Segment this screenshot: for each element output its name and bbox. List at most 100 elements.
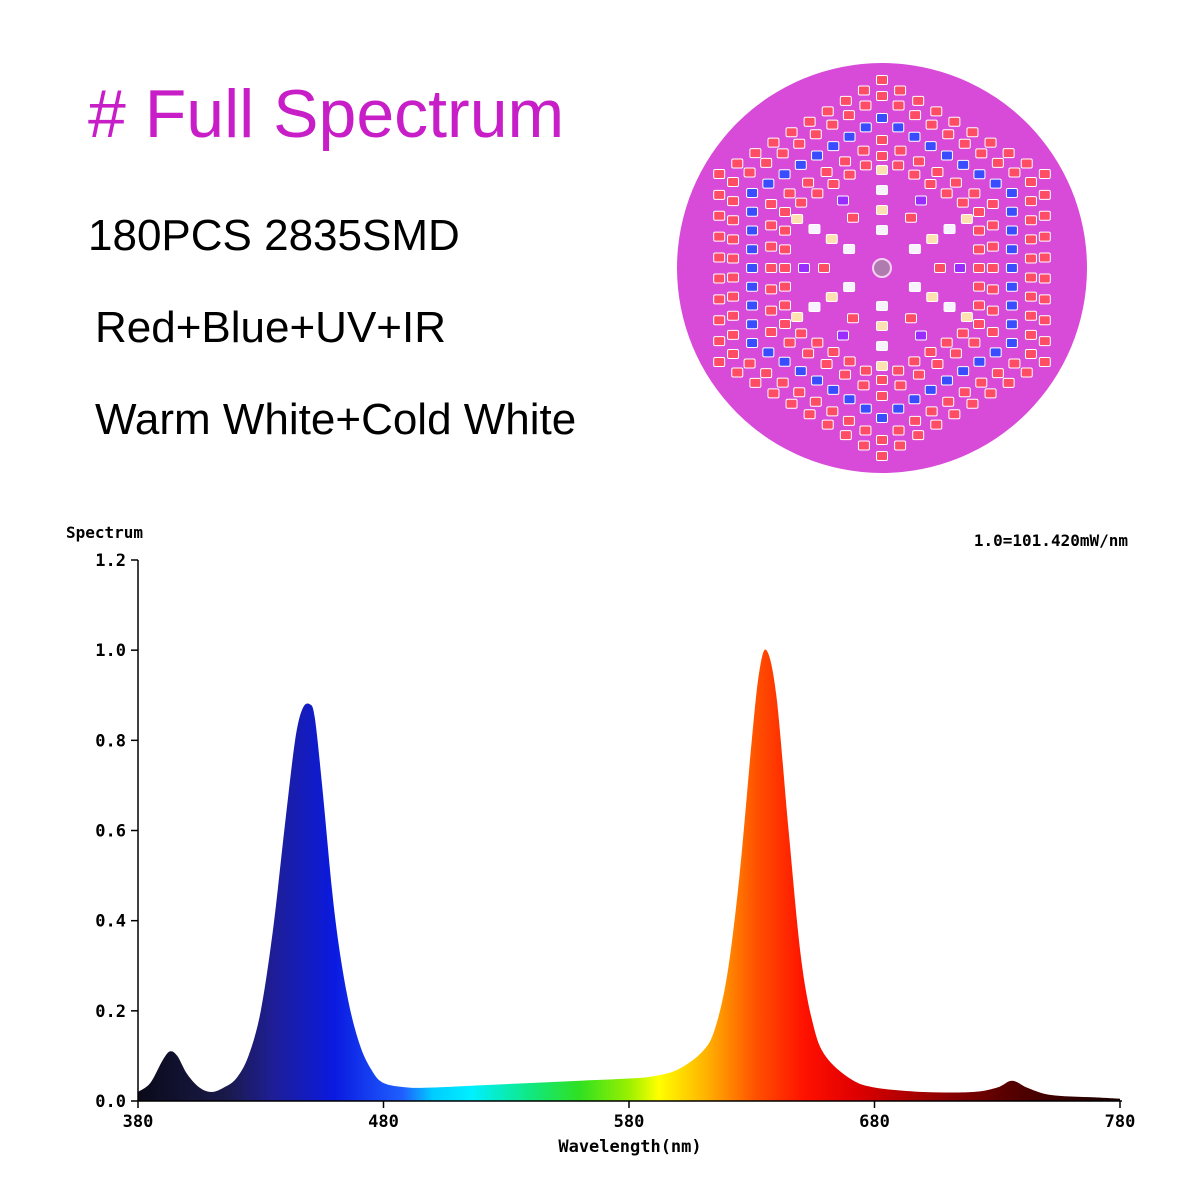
red-led bbox=[731, 367, 744, 378]
blue-led bbox=[746, 244, 759, 255]
spectrum-area bbox=[138, 649, 1120, 1101]
red-led bbox=[894, 380, 907, 391]
red-led bbox=[934, 263, 946, 273]
red-led bbox=[931, 359, 944, 369]
white-led bbox=[876, 321, 888, 331]
red-led bbox=[857, 145, 870, 156]
red-led bbox=[713, 294, 726, 305]
red-led bbox=[857, 440, 870, 451]
red-led bbox=[803, 409, 816, 420]
white-led bbox=[808, 302, 821, 312]
red-led bbox=[859, 160, 872, 171]
red-led bbox=[727, 215, 740, 226]
red-led bbox=[909, 110, 922, 121]
blue-led bbox=[746, 188, 759, 198]
red-led bbox=[727, 329, 740, 340]
red-led bbox=[1024, 291, 1037, 302]
red-led bbox=[811, 337, 824, 348]
white-led bbox=[843, 282, 856, 292]
red-led bbox=[956, 328, 969, 339]
red-led bbox=[986, 263, 999, 273]
blue-led bbox=[746, 263, 759, 273]
red-led bbox=[948, 116, 961, 127]
red-led bbox=[1024, 272, 1037, 283]
white-led bbox=[960, 214, 973, 224]
red-led bbox=[713, 231, 726, 242]
white-led bbox=[791, 214, 804, 224]
red-led bbox=[876, 451, 888, 461]
red-led bbox=[760, 368, 773, 379]
red-led bbox=[958, 387, 971, 398]
red-led bbox=[1024, 177, 1037, 187]
red-led bbox=[984, 137, 997, 148]
red-led bbox=[859, 425, 872, 436]
red-led bbox=[1038, 315, 1051, 326]
red-led bbox=[857, 85, 870, 96]
blue-led bbox=[859, 403, 872, 414]
uv-led bbox=[915, 330, 927, 341]
blue-led bbox=[1005, 263, 1018, 273]
red-led bbox=[876, 91, 888, 101]
red-led bbox=[1038, 336, 1051, 347]
blue-led bbox=[1005, 281, 1018, 292]
red-led bbox=[1038, 252, 1051, 263]
red-led bbox=[779, 300, 792, 311]
x-tick-label: 380 bbox=[123, 1112, 154, 1132]
red-led bbox=[949, 177, 962, 188]
blue-led bbox=[762, 178, 775, 189]
red-led bbox=[1002, 148, 1015, 159]
red-led bbox=[912, 430, 925, 441]
y-axis-label: Spectrum bbox=[66, 523, 143, 542]
red-led bbox=[876, 75, 888, 85]
red-led bbox=[727, 272, 740, 283]
red-led bbox=[727, 234, 740, 245]
blue-led bbox=[957, 159, 970, 170]
red-led bbox=[968, 337, 981, 348]
red-led bbox=[892, 425, 905, 436]
red-led bbox=[783, 337, 796, 348]
red-led bbox=[972, 281, 985, 292]
blue-led bbox=[843, 131, 856, 142]
led-count-line: 180PCS 2835SMD bbox=[88, 211, 460, 260]
white-led bbox=[843, 244, 856, 254]
red-led bbox=[785, 398, 798, 409]
red-led bbox=[986, 241, 999, 252]
red-led bbox=[892, 100, 905, 111]
red-led bbox=[809, 396, 822, 407]
x-tick-label: 780 bbox=[1105, 1112, 1136, 1132]
y-tick-label: 1.2 bbox=[95, 551, 126, 571]
red-led bbox=[779, 319, 792, 329]
red-led bbox=[966, 127, 979, 138]
red-led bbox=[765, 327, 778, 337]
red-led bbox=[727, 196, 740, 207]
red-led bbox=[749, 148, 762, 159]
red-led bbox=[925, 119, 938, 130]
red-led bbox=[942, 396, 955, 407]
red-led bbox=[1024, 253, 1037, 264]
blue-led bbox=[940, 150, 953, 161]
blue-led bbox=[762, 347, 775, 358]
red-led bbox=[972, 263, 985, 273]
white-led bbox=[908, 244, 921, 254]
red-led bbox=[986, 199, 999, 209]
red-led bbox=[956, 197, 969, 208]
red-led bbox=[843, 169, 856, 180]
red-led bbox=[1038, 210, 1051, 221]
white-led bbox=[876, 185, 888, 195]
red-led bbox=[912, 156, 925, 167]
red-led bbox=[793, 387, 806, 398]
red-led bbox=[1038, 273, 1051, 284]
red-led bbox=[1038, 294, 1051, 305]
red-led bbox=[765, 284, 778, 295]
blue-led bbox=[940, 375, 953, 386]
red-led bbox=[847, 313, 859, 324]
red-led bbox=[968, 188, 981, 199]
red-led bbox=[986, 220, 999, 231]
red-led bbox=[912, 369, 925, 380]
red-led bbox=[930, 106, 943, 117]
red-led bbox=[826, 406, 839, 417]
red-led bbox=[986, 305, 999, 316]
red-led bbox=[776, 148, 789, 159]
red-led bbox=[839, 369, 852, 380]
red-led bbox=[727, 349, 740, 359]
